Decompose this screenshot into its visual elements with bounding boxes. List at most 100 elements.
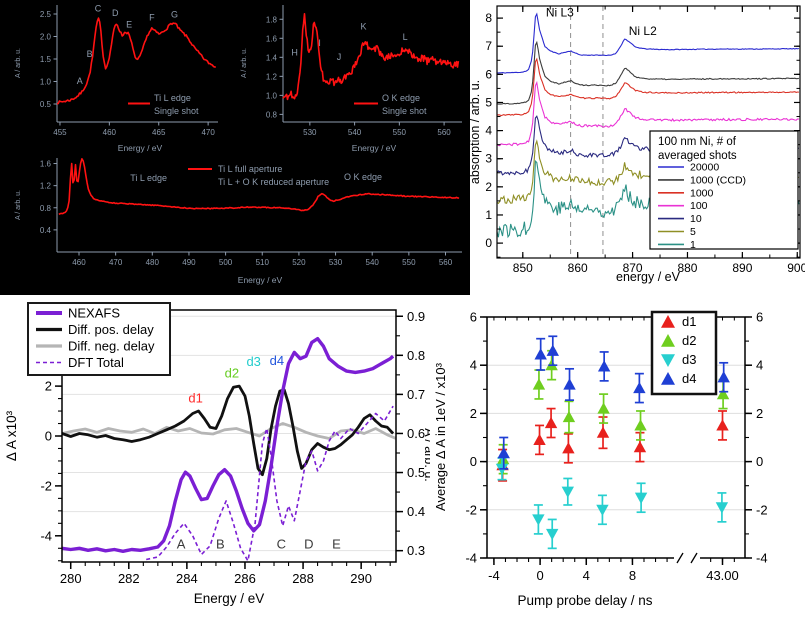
- triangle-marker: [716, 419, 729, 431]
- nexafs-difference-chart: 280 282 284 286 288 290 -4 -2 0 2 0.3 0.4 0.5 0.6 0.7 0…: [4, 302, 436, 606]
- legend-label: Single shot: [382, 106, 427, 116]
- right-tick-label: -2: [756, 502, 768, 517]
- y-tick-label: 0.5: [40, 100, 52, 109]
- y-tick-label: 2: [45, 379, 52, 394]
- x-tick-label: 870: [623, 261, 643, 275]
- triangle-marker: [596, 504, 609, 516]
- legend-label-6: 1: [690, 239, 696, 251]
- peak-label-L: L: [403, 32, 408, 42]
- y-tick-label: 1: [485, 208, 492, 222]
- right-tick-label: 0.7: [407, 387, 425, 402]
- series-dft-total: [146, 405, 394, 562]
- x-axis-label: Energy / eV: [352, 143, 397, 153]
- y-tick-label: 8: [485, 11, 492, 25]
- y-axis-label: A / arb. u.: [15, 190, 22, 220]
- triangle-marker: [546, 344, 559, 356]
- legend-label-1: Diff. pos. delay: [68, 322, 154, 337]
- y-tick-label: 1.2: [40, 182, 52, 191]
- right-tick-label: 0.3: [407, 543, 425, 558]
- right-tick-label: 6: [756, 310, 763, 325]
- y-tick-label: 0: [470, 454, 477, 469]
- x-tick-label: 470: [109, 258, 123, 267]
- x-tick-label: 900: [787, 261, 805, 275]
- annotation-d4: d4: [270, 353, 284, 368]
- series-1000 (CCD): [497, 40, 799, 105]
- x-tick-label: -4: [488, 568, 500, 583]
- peak-label-E: E: [126, 20, 132, 30]
- x-tick-label: 43.00: [706, 568, 739, 583]
- axes-ticks: 530 540 550 560 0.8 1.0 1.2 1.4 1.6 1.8: [266, 15, 451, 137]
- peak-label-O K edge: O K edge: [344, 172, 382, 182]
- legend-label: O K edge: [382, 93, 420, 103]
- y-tick-label: 1.8: [266, 15, 278, 24]
- x-tick-label: 0: [536, 568, 543, 583]
- frame: -4 0 4 8 43.00 -4 -4 -2 -2 0 0 2 2 4 4 6 6: [465, 310, 767, 584]
- triangle-marker: [661, 372, 675, 385]
- triangle-marker: [716, 387, 730, 400]
- triangle-marker: [661, 315, 675, 328]
- x-tick-label: 560: [437, 128, 451, 137]
- pump-probe-delay-chart: -4 0 4 8 43.00 -4 -4 -2 -2 0 0 2 2 4 4 6 6 Pump probe del…: [433, 310, 768, 609]
- triangle-marker: [597, 360, 611, 372]
- y-tick-label: 0.8: [266, 110, 278, 119]
- y-axis-label-right: A / arb. u.: [422, 428, 430, 482]
- x-axis-label: Energy / eV: [194, 591, 265, 606]
- annotations: d1 d2 d3 d4 A B C D E: [177, 353, 341, 551]
- y-tick-label: 6: [485, 67, 492, 81]
- x-tick-label: 850: [513, 261, 533, 275]
- x-tick-label: 470: [201, 128, 215, 137]
- x-tick-label: 530: [329, 258, 343, 267]
- peak-label-Ti L edge: Ti L edge: [130, 173, 167, 183]
- axes-ticks: 455 460 465 470 0.5 1.0 1.5 2.0 2.5: [40, 10, 215, 137]
- y-tick-label: 1.0: [266, 91, 278, 100]
- triangle-marker: [497, 446, 510, 459]
- x-tick-label: 465: [152, 128, 166, 137]
- right-tick-label: 0.4: [407, 504, 425, 519]
- annotation-c: C: [277, 536, 286, 551]
- triangle-marker: [546, 528, 559, 541]
- series-nexafs: [62, 337, 395, 553]
- y-tick-label: 5: [485, 95, 492, 109]
- annotation-d1: d1: [188, 390, 202, 405]
- peak-label-C: C: [95, 3, 102, 13]
- triangle-marker: [561, 486, 575, 498]
- x-tick-label: 530: [303, 128, 317, 137]
- right-tick-label: 4: [756, 358, 763, 373]
- y-tick-label: 1.5: [40, 55, 52, 64]
- triangle-marker: [661, 354, 675, 367]
- legend-label-0: NEXAFS: [68, 306, 120, 321]
- y-tick-label: 1.4: [266, 53, 278, 62]
- y-tick-label: 4: [470, 358, 477, 373]
- y-tick-label: 1.6: [266, 34, 278, 43]
- x-axis-label: energy / eV: [616, 270, 681, 284]
- right-tick-label: 0.6: [407, 426, 425, 441]
- annotation-b: B: [216, 536, 225, 551]
- legend-label-3: DFT Total: [68, 355, 124, 370]
- legend: d1 d2 d3 d4: [650, 310, 718, 396]
- legend-label-2: Diff. neg. delay: [68, 339, 155, 354]
- right-tick-label: 0.8: [407, 348, 425, 363]
- x-tick-label: 540: [366, 258, 380, 267]
- x-tick-label: 480: [146, 258, 160, 267]
- x-tick-label: 280: [60, 571, 82, 586]
- peak-label-G: G: [171, 10, 178, 20]
- triangle-marker: [533, 433, 546, 445]
- legend-title: averaged shots: [658, 150, 737, 162]
- triangle-marker: [597, 402, 610, 414]
- legend-title: 100 nm Ni, # of: [658, 136, 737, 148]
- triangle-marker: [634, 419, 647, 431]
- annotation-d: D: [304, 536, 313, 551]
- triangle-marker: [562, 442, 575, 454]
- x-tick-label: 860: [568, 261, 588, 275]
- legend-label-2: 1000: [690, 187, 714, 199]
- series-reduced-aperture: [58, 158, 460, 215]
- y-axis-label-left: Δ A x10³: [4, 410, 19, 461]
- legend-label: Ti L + O K reduced aperture: [218, 177, 329, 187]
- triangle-marker: [532, 514, 545, 526]
- triangle-marker: [634, 492, 648, 504]
- x-tick-label: 560: [439, 258, 453, 267]
- peak-label-H: H: [291, 47, 298, 57]
- x-tick-label: 540: [348, 128, 362, 137]
- x-tick-label: 500: [219, 258, 233, 267]
